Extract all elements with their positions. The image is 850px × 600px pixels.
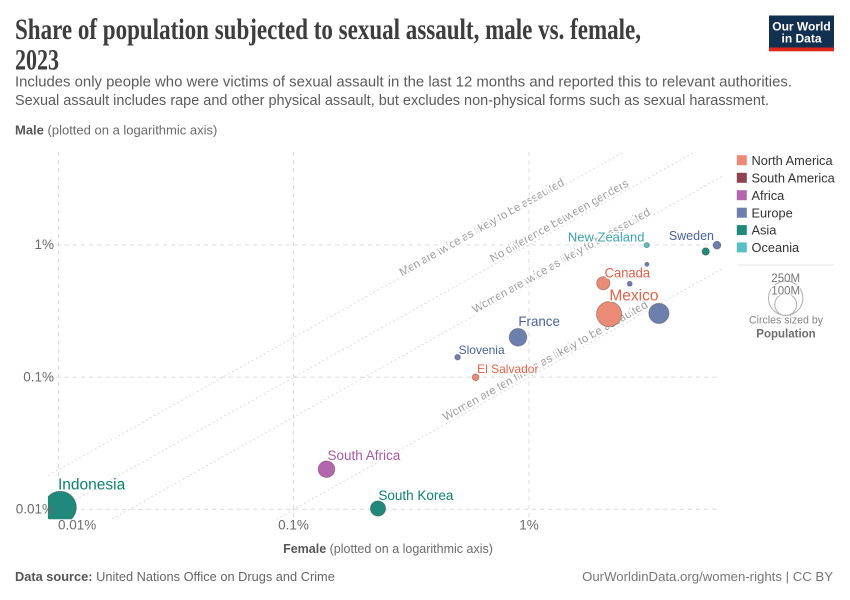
- svg-text:Share of population subjected: Share of population subjected to sexual …: [15, 13, 641, 46]
- svg-text:0.01%: 0.01%: [16, 502, 54, 517]
- svg-text:Africa: Africa: [752, 188, 786, 203]
- svg-text:Female (plotted on a logarithm: Female (plotted on a logarithmic axis): [283, 542, 493, 556]
- svg-text:0.01%: 0.01%: [58, 517, 96, 532]
- svg-text:0.1%: 0.1%: [23, 370, 54, 385]
- svg-text:Indonesia: Indonesia: [58, 477, 126, 494]
- svg-text:2023: 2023: [15, 44, 59, 77]
- svg-text:Includes only people who were: Includes only people who were victims of…: [15, 75, 792, 91]
- svg-text:Asia: Asia: [752, 223, 778, 238]
- svg-text:Europe: Europe: [752, 205, 793, 220]
- svg-text:South America: South America: [752, 171, 836, 186]
- svg-text:South Africa: South Africa: [328, 448, 401, 463]
- svg-text:North America: North America: [752, 153, 834, 168]
- svg-text:Canada: Canada: [605, 265, 651, 281]
- svg-text:France: France: [518, 313, 560, 329]
- svg-text:Mexico: Mexico: [609, 288, 658, 305]
- svg-text:Sweden: Sweden: [669, 229, 714, 243]
- svg-text:Data source: United Nations Of: Data source: United Nations Office on Dr…: [15, 569, 335, 584]
- svg-text:El Salvador: El Salvador: [477, 362, 538, 376]
- svg-text:1%: 1%: [34, 237, 54, 252]
- svg-text:New Zealand: New Zealand: [568, 229, 645, 244]
- svg-text:Oceania: Oceania: [752, 240, 801, 255]
- svg-text:Our World: Our World: [772, 20, 830, 34]
- svg-text:OurWorldinData.org/women-right: OurWorldinData.org/women-rights | CC BY: [582, 569, 833, 584]
- svg-text:Circles sized by: Circles sized by: [749, 315, 823, 327]
- svg-text:Population: Population: [756, 328, 815, 340]
- svg-text:0.1%: 0.1%: [278, 517, 309, 532]
- svg-text:100M: 100M: [771, 286, 800, 298]
- svg-text:Sexual assault includes rape a: Sexual assault includes rape and other p…: [15, 93, 769, 109]
- svg-text:Slovenia: Slovenia: [459, 343, 505, 357]
- svg-text:250M: 250M: [771, 273, 800, 285]
- svg-text:Male (plotted on a logarithmic: Male (plotted on a logarithmic axis): [15, 123, 217, 138]
- svg-text:1%: 1%: [519, 517, 539, 532]
- svg-text:South Korea: South Korea: [378, 488, 454, 503]
- svg-text:in Data: in Data: [781, 32, 821, 46]
